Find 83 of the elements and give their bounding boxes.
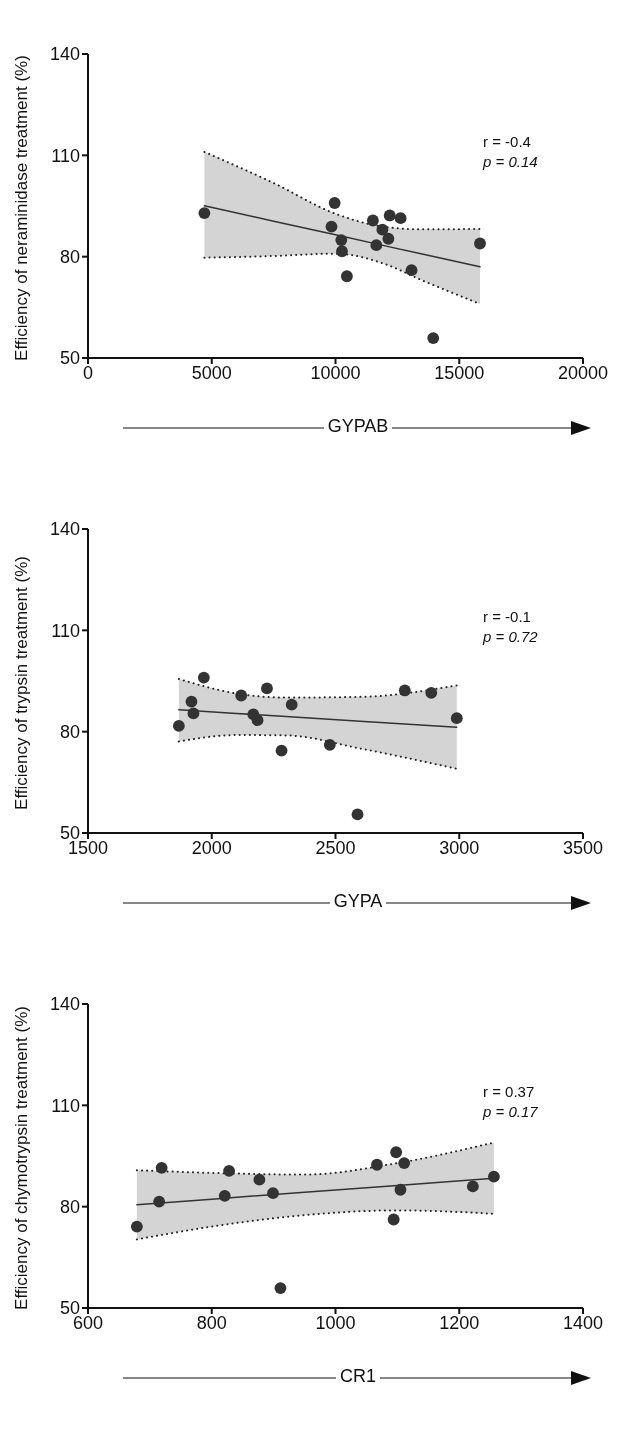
point: [235, 689, 248, 702]
point: [450, 712, 463, 725]
x-tick-label: 3000: [439, 837, 480, 858]
y-tick-label: 80: [59, 722, 80, 743]
annotation: r = -0.1: [483, 607, 532, 627]
y-axis-title: Efficiency of neraminidase treatment (%): [11, 54, 32, 363]
point: [387, 1213, 400, 1226]
annotation: r = 0.37: [483, 1082, 536, 1102]
y-tick-label: 80: [59, 1197, 80, 1218]
point: [323, 738, 336, 751]
point: [425, 686, 438, 699]
x-tick-label: 20000: [557, 362, 609, 383]
x-tick-label: 2000: [191, 837, 232, 858]
x-tick-label: 1200: [439, 1312, 480, 1333]
y-tick-label: 50: [59, 348, 80, 369]
annotation: p = 0.17: [483, 1102, 538, 1122]
y-tick-label: 110: [51, 1095, 80, 1116]
point: [398, 684, 411, 697]
point: [325, 220, 338, 233]
point: [370, 239, 383, 252]
point: [275, 744, 288, 757]
annotation: r = -0.4: [483, 132, 532, 152]
point: [398, 1157, 411, 1169]
x-axis-title: GYPAB: [323, 416, 393, 436]
y-tick-label: 110: [51, 620, 80, 641]
line-series: [135, 1209, 495, 1241]
point: [394, 1183, 407, 1196]
point: [376, 223, 389, 236]
point: [466, 1180, 479, 1193]
point: [172, 720, 185, 732]
point: [274, 1282, 287, 1294]
point: [394, 212, 407, 225]
point: [187, 707, 200, 720]
point: [340, 270, 353, 283]
point: [130, 1220, 143, 1233]
point: [218, 1189, 231, 1202]
point: [390, 1146, 403, 1159]
point: [351, 808, 364, 821]
point: [251, 714, 264, 727]
point: [155, 1161, 168, 1174]
y-tick-label: 110: [51, 145, 80, 166]
x-axis-title: CR1: [335, 1366, 380, 1386]
x-tick-label: 3500: [562, 837, 604, 858]
point: [474, 237, 486, 250]
point: [487, 1170, 500, 1183]
line-series: [135, 1141, 495, 1176]
point: [185, 695, 198, 708]
point: [285, 698, 298, 711]
point: [336, 245, 348, 258]
y-tick-label: 140: [49, 519, 80, 540]
y-tick-label: 140: [49, 44, 80, 65]
point: [197, 671, 210, 684]
point: [153, 1195, 166, 1208]
x-tick-label: 1400: [562, 1312, 604, 1333]
point: [328, 197, 341, 209]
y-axis-title: Efficiency of trypsin treatment (%): [11, 555, 32, 812]
point: [405, 264, 418, 277]
point: [383, 209, 396, 222]
point: [253, 1173, 266, 1186]
annotation: p = 0.14: [483, 152, 538, 172]
point: [382, 232, 395, 245]
y-tick-label: 140: [49, 994, 80, 1015]
point: [198, 207, 211, 219]
point: [366, 214, 379, 227]
line-series: [178, 708, 458, 729]
x-tick-label: 10000: [310, 362, 361, 383]
point: [335, 234, 348, 247]
x-tick-label: 800: [196, 1312, 227, 1333]
point: [371, 1158, 383, 1171]
x-axis-title: GYPA: [329, 891, 387, 911]
x-tick-label: 5000: [191, 362, 232, 383]
point: [427, 332, 440, 344]
y-tick-label: 80: [59, 247, 80, 268]
x-tick-label: 15000: [434, 362, 485, 383]
x-tick-label: 2500: [315, 837, 356, 858]
point: [267, 1187, 279, 1200]
point: [223, 1164, 235, 1177]
x-tick-label: 0: [82, 362, 94, 383]
point: [261, 682, 273, 695]
line-series: [177, 734, 458, 770]
y-axis-title: Efficiency of chymotrypsin treatment (%): [11, 1005, 32, 1312]
annotation: p = 0.72: [483, 627, 538, 647]
x-tick-label: 1000: [315, 1312, 356, 1333]
